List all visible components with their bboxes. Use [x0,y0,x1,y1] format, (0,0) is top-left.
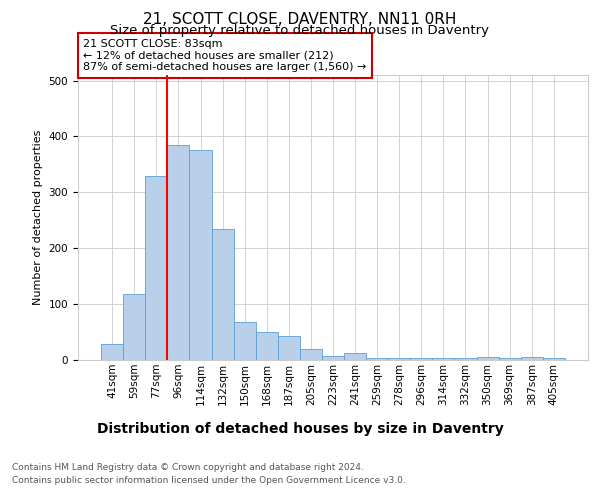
Bar [543,358,565,360]
Text: 21 SCOTT CLOSE: 83sqm
← 12% of detached houses are smaller (212)
87% of semi-det: 21 SCOTT CLOSE: 83sqm ← 12% of detached … [83,39,367,72]
Text: Size of property relative to detached houses in Daventry: Size of property relative to detached ho… [110,24,490,37]
Bar [300,349,322,360]
Bar [278,336,300,360]
Bar [454,358,476,360]
Bar [344,352,366,360]
Bar [167,145,190,360]
Bar [410,358,433,360]
Y-axis label: Number of detached properties: Number of detached properties [33,130,43,305]
Bar [145,176,167,360]
Bar [366,358,388,360]
Bar [388,358,410,360]
Bar [433,358,454,360]
Bar [190,150,212,360]
Text: Contains public sector information licensed under the Open Government Licence v3: Contains public sector information licen… [12,476,406,485]
Bar [256,332,278,360]
Bar [521,356,543,360]
Bar [476,357,499,360]
Bar [499,358,521,360]
Text: 21, SCOTT CLOSE, DAVENTRY, NN11 0RH: 21, SCOTT CLOSE, DAVENTRY, NN11 0RH [143,12,457,28]
Text: Contains HM Land Registry data © Crown copyright and database right 2024.: Contains HM Land Registry data © Crown c… [12,464,364,472]
Bar [101,344,123,360]
Bar [212,228,233,360]
Bar [123,294,145,360]
Bar [322,356,344,360]
Text: Distribution of detached houses by size in Daventry: Distribution of detached houses by size … [97,422,503,436]
Bar [233,322,256,360]
